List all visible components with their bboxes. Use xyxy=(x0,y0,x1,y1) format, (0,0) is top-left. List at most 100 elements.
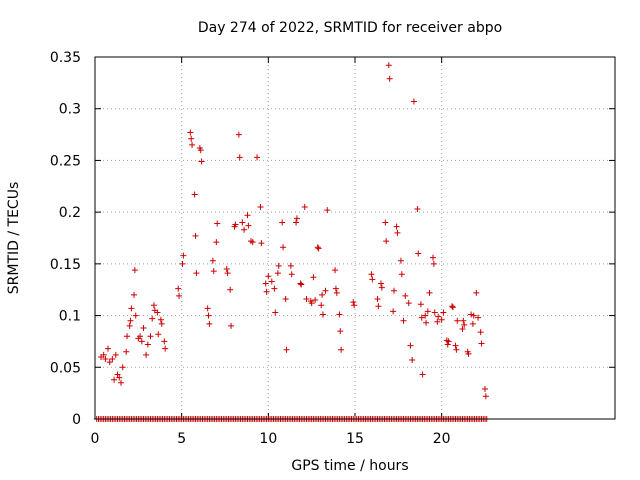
data-point xyxy=(119,364,126,371)
data-point xyxy=(351,302,358,309)
data-point xyxy=(279,219,286,226)
data-point xyxy=(193,270,200,277)
y-tick-label: 0.15 xyxy=(50,257,81,273)
x-tick-label: 20 xyxy=(433,431,451,447)
data-point xyxy=(468,311,475,318)
data-point xyxy=(415,250,422,257)
data-point xyxy=(444,341,451,348)
data-point xyxy=(258,240,265,247)
data-point xyxy=(161,338,168,345)
data-point xyxy=(272,309,279,316)
data-point xyxy=(268,278,275,285)
data-point xyxy=(383,238,390,245)
data-point xyxy=(465,350,472,357)
data-point xyxy=(236,154,243,161)
data-point xyxy=(332,267,339,274)
data-point xyxy=(449,304,456,311)
data-point xyxy=(460,317,467,324)
y-axis-label: SRMTID / TECUs xyxy=(6,182,22,295)
data-point xyxy=(459,326,466,333)
data-point xyxy=(112,351,119,358)
data-point xyxy=(410,98,417,105)
y-tick-label: 0.25 xyxy=(50,153,81,169)
y-tick-label: 0.05 xyxy=(50,360,81,376)
data-point xyxy=(414,206,421,213)
data-point xyxy=(319,291,326,298)
data-point xyxy=(154,309,161,316)
data-point xyxy=(477,329,484,336)
data-point xyxy=(254,154,261,161)
data-point xyxy=(232,221,239,228)
data-point xyxy=(214,220,221,227)
data-point xyxy=(228,322,235,329)
data-point xyxy=(245,222,252,229)
data-point xyxy=(336,311,343,318)
data-point xyxy=(386,75,393,82)
data-point xyxy=(223,266,230,273)
x-axis-label: GPS time / hours xyxy=(291,458,408,474)
data-points xyxy=(98,62,489,400)
data-point xyxy=(262,280,269,287)
x-tick-label: 10 xyxy=(259,431,277,447)
data-point xyxy=(375,303,382,310)
data-point xyxy=(271,285,278,292)
data-point xyxy=(452,342,459,349)
data-point xyxy=(438,316,445,323)
data-point xyxy=(131,291,137,298)
data-point xyxy=(213,239,220,246)
data-point xyxy=(417,301,424,308)
data-point xyxy=(239,219,246,226)
data-point xyxy=(132,312,139,319)
data-point xyxy=(118,379,124,386)
data-point xyxy=(324,207,331,214)
data-point xyxy=(187,129,194,136)
y-tick-label: 0.35 xyxy=(50,50,81,66)
data-point xyxy=(293,215,300,222)
data-point xyxy=(179,260,186,267)
data-point xyxy=(275,262,282,269)
data-point xyxy=(116,374,123,381)
data-point xyxy=(206,320,213,327)
y-tick-label: 0.2 xyxy=(59,205,81,221)
data-point xyxy=(140,324,147,331)
data-point xyxy=(155,331,162,338)
data-point xyxy=(198,158,205,165)
data-point xyxy=(244,212,251,219)
data-point xyxy=(109,356,116,363)
data-point xyxy=(374,296,381,303)
data-point xyxy=(162,345,169,352)
chart-title: Day 274 of 2022, SRMTID for receiver abp… xyxy=(198,20,502,36)
data-point xyxy=(315,245,322,252)
data-point xyxy=(382,219,389,226)
data-point xyxy=(385,62,392,69)
data-point xyxy=(430,254,436,261)
data-point xyxy=(131,267,138,274)
data-point xyxy=(114,371,121,378)
data-point xyxy=(128,305,135,312)
data-point xyxy=(419,371,426,378)
y-tick-label: 0 xyxy=(72,412,81,428)
data-point xyxy=(319,311,326,318)
data-point xyxy=(418,314,425,321)
data-point xyxy=(274,270,281,277)
data-point xyxy=(393,223,400,230)
data-point xyxy=(469,320,476,327)
data-point xyxy=(409,357,416,364)
data-point xyxy=(102,356,109,363)
data-point xyxy=(197,147,204,154)
data-point xyxy=(449,303,456,310)
data-point xyxy=(378,280,384,287)
data-point xyxy=(282,296,289,303)
data-point xyxy=(303,296,310,303)
data-point xyxy=(478,340,485,347)
data-point xyxy=(482,386,488,393)
data-point xyxy=(475,314,482,321)
data-point xyxy=(287,262,294,269)
data-point xyxy=(434,318,441,325)
data-point xyxy=(227,286,234,293)
data-point xyxy=(123,348,130,355)
data-point xyxy=(297,280,304,287)
data-point xyxy=(405,300,412,307)
data-point xyxy=(127,317,134,324)
data-point xyxy=(209,257,216,264)
